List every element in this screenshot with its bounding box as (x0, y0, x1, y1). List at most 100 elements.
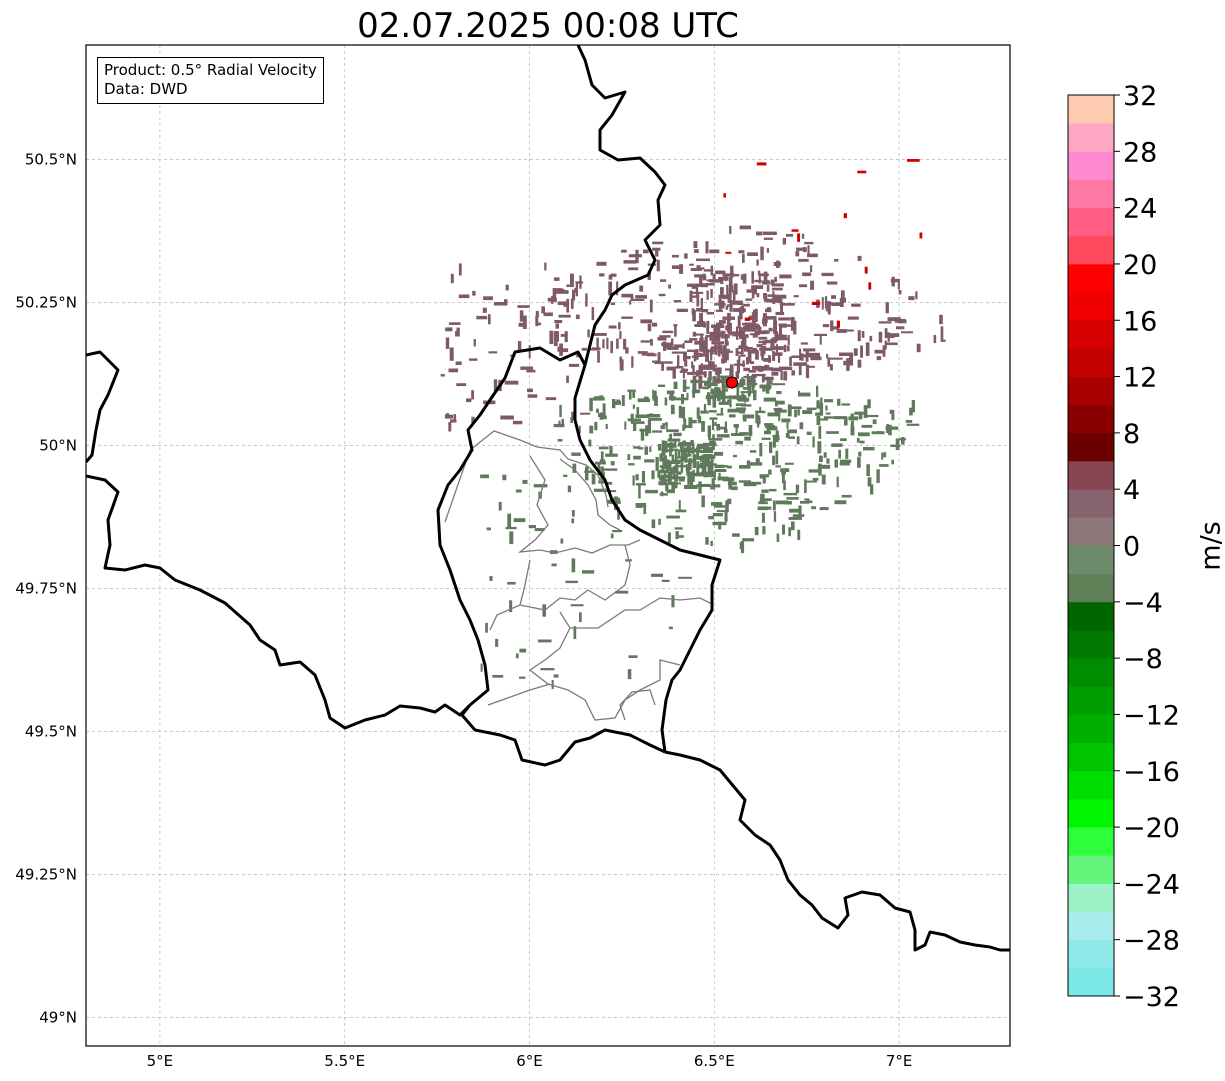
velocity-echo (635, 295, 647, 299)
velocity-echo (742, 360, 745, 368)
velocity-echo (735, 403, 746, 406)
velocity-echo (659, 453, 664, 462)
velocity-echo (651, 430, 663, 433)
radar-site-dot[interactable] (726, 376, 739, 389)
velocity-echo (693, 350, 697, 362)
velocity-echo (522, 479, 528, 484)
luxembourg-france-border (460, 704, 666, 767)
lon-tick-label: 5.5°E (324, 1052, 365, 1070)
velocity-echo (729, 226, 732, 234)
velocity-echo (742, 387, 749, 390)
velocity-echo (706, 454, 710, 466)
velocity-echo (675, 531, 679, 539)
velocity-echo (588, 348, 600, 351)
velocity-echo (861, 424, 873, 428)
velocity-echo (727, 399, 732, 402)
velocity-echo (659, 335, 671, 338)
velocity-echo (813, 333, 828, 336)
velocity-echo (706, 320, 710, 330)
velocity-echo (571, 452, 581, 456)
velocity-echo (865, 342, 870, 356)
velocity-echo (819, 507, 829, 511)
velocity-echo (520, 366, 534, 370)
velocity-echo (744, 334, 749, 338)
velocity-echo (706, 290, 709, 300)
radar-site-marker[interactable] (726, 376, 739, 389)
velocity-echo (747, 381, 752, 395)
velocity-echo (743, 336, 747, 348)
velocity-echo (805, 349, 809, 362)
map-plot-area[interactable] (85, 44, 1011, 1047)
velocity-echo (612, 530, 622, 533)
velocity-echo (630, 296, 634, 301)
velocity-echo (600, 466, 604, 480)
velocity-echo (682, 343, 685, 349)
velocity-echo (863, 405, 868, 418)
velocity-echo (716, 510, 728, 513)
velocity-echo (687, 443, 691, 450)
velocity-echo (560, 538, 564, 544)
velocity-echo (674, 450, 678, 463)
velocity-echo (872, 419, 877, 425)
velocity-echo (684, 485, 698, 489)
velocity-echo (763, 397, 776, 402)
velocity-echo (774, 400, 778, 407)
velocity-echo (876, 356, 882, 361)
colorbar-band (1068, 770, 1114, 800)
velocity-echo (736, 386, 740, 401)
velocity-echo (654, 360, 661, 365)
velocity-echo (777, 352, 781, 363)
velocity-echo (766, 380, 771, 390)
velocity-echo (715, 378, 718, 384)
velocity-echo (684, 340, 693, 343)
velocity-echo (824, 399, 833, 403)
velocity-echo (701, 495, 705, 508)
velocity-echo (566, 284, 571, 287)
velocity-echo (671, 351, 685, 354)
velocity-echo (543, 312, 553, 317)
velocity-echo (908, 296, 915, 301)
velocity-echo (856, 437, 860, 443)
velocity-echo (699, 462, 710, 465)
velocity-echo (699, 341, 704, 352)
velocity-echo (697, 380, 708, 383)
velocity-echo (480, 474, 489, 479)
velocity-echo (505, 284, 509, 291)
velocity-echo (694, 333, 704, 336)
velocity-echo (728, 277, 733, 290)
velocity-echo (737, 315, 741, 329)
velocity-echo (884, 328, 888, 339)
velocity-echo (498, 501, 502, 511)
velocity-echo (748, 382, 758, 386)
velocity-echo (764, 316, 768, 323)
velocity-echo (720, 375, 727, 379)
velocity-echo (572, 463, 577, 473)
velocity-echo (518, 322, 526, 327)
velocity-echo (756, 231, 763, 236)
velocity-echo (722, 316, 735, 320)
velocity-echo (557, 439, 563, 442)
velocity-echo (706, 312, 714, 315)
velocity-echo (836, 320, 840, 328)
velocity-echo (716, 327, 721, 340)
velocity-echo (826, 353, 829, 359)
velocity-echo (742, 416, 747, 422)
velocity-echo (729, 414, 736, 418)
velocity-echo (799, 348, 802, 361)
velocity-echo (667, 438, 681, 442)
velocity-echo (799, 392, 811, 397)
velocity-echo (737, 351, 744, 355)
velocity-echo (738, 480, 752, 483)
velocity-echo (711, 478, 715, 490)
velocity-echo (761, 489, 769, 493)
lat-lon-gridlines (86, 45, 1010, 1046)
colorbar-band (1068, 461, 1114, 490)
velocity-echo (850, 426, 855, 436)
velocity-echo (702, 386, 710, 390)
velocity-echo (673, 432, 682, 437)
velocity-echo (811, 506, 816, 510)
velocity-echo (756, 368, 764, 372)
velocity-echo (666, 515, 680, 519)
velocity-echo (732, 291, 736, 305)
colorbar-band (1068, 742, 1114, 772)
